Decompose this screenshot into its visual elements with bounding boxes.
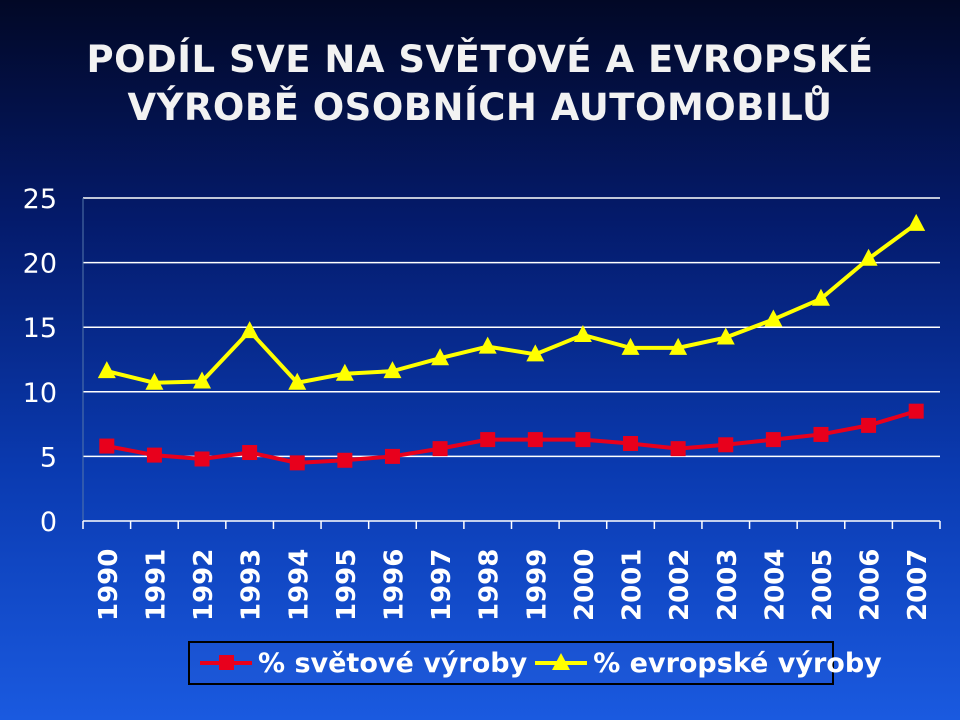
legend-label-world: % světové výroby — [258, 647, 528, 679]
x-tick-label: 1992 — [189, 549, 219, 621]
x-tick-label: 1996 — [379, 549, 409, 621]
chart-title-line-2: VÝROBĚ OSOBNÍCH AUTOMOBILŮ — [127, 86, 833, 129]
data-point-square — [813, 426, 829, 442]
data-point-triangle — [764, 309, 783, 327]
data-point-triangle — [526, 344, 545, 362]
data-point-square — [480, 432, 496, 448]
data-point-square — [527, 432, 543, 448]
x-tick-label: 2003 — [713, 549, 743, 621]
data-point-triangle — [431, 348, 450, 366]
data-point-square — [337, 452, 353, 468]
data-point-square — [623, 435, 639, 451]
series-line-1 — [106, 409, 917, 465]
x-tick-label: 1999 — [522, 549, 552, 621]
data-point-triangle — [193, 371, 212, 389]
x-tick-label: 2000 — [570, 549, 600, 621]
x-tick-label: 1998 — [475, 549, 505, 621]
x-tick-label: 2001 — [618, 549, 648, 621]
y-tick-label: 0 — [40, 507, 57, 538]
data-point-triangle — [573, 324, 592, 342]
x-tick-label: 1990 — [94, 549, 124, 621]
x-tick-label: 1997 — [427, 549, 457, 621]
series-line-2 — [106, 222, 918, 385]
data-point-triangle — [907, 213, 926, 231]
data-point-square — [146, 447, 162, 463]
chart-title-line-1: PODÍL SVE NA SVĚTOVÉ A EVROPSKÉ — [86, 38, 874, 81]
y-tick-label: 10 — [23, 378, 57, 409]
data-point-triangle — [383, 361, 402, 379]
data-point-square — [432, 441, 448, 457]
data-point-triangle — [288, 372, 307, 390]
y-tick-label: 5 — [40, 442, 57, 473]
x-tick-label: 2007 — [903, 549, 933, 621]
legend-triangle-marker-icon — [535, 653, 588, 670]
x-tick-label: 2005 — [808, 549, 838, 621]
data-point-square — [242, 445, 258, 461]
data-point-triangle — [669, 337, 688, 355]
data-point-square — [718, 437, 734, 453]
data-point-square — [384, 448, 400, 464]
data-point-triangle — [478, 336, 497, 354]
data-point-square — [908, 403, 924, 419]
data-point-triangle — [621, 337, 640, 355]
data-point-square — [289, 455, 305, 471]
data-point-triangle — [811, 288, 830, 306]
x-tick-label: 2004 — [760, 549, 790, 621]
legend-label-europe: % evropské výroby — [593, 647, 882, 679]
data-point-square — [765, 432, 781, 448]
legend-item-europe: % evropské výroby — [533, 648, 882, 679]
x-tick-label: 1993 — [237, 549, 267, 621]
x-tick-label: 2002 — [665, 549, 695, 621]
chart-legend: % světové výroby % evropské výroby — [188, 641, 882, 685]
data-point-triangle — [335, 363, 354, 381]
data-point-triangle — [145, 372, 164, 390]
data-point-square — [575, 432, 591, 448]
data-point-triangle — [859, 248, 878, 266]
x-tick-label: 2006 — [856, 549, 886, 621]
x-tick-label: 1991 — [141, 549, 171, 621]
data-point-triangle — [716, 327, 735, 345]
data-point-triangle — [97, 361, 116, 379]
data-point-square — [670, 441, 686, 457]
x-tick-label: 1994 — [284, 549, 314, 621]
data-point-square — [861, 417, 877, 433]
y-tick-label: 25 — [23, 184, 57, 215]
y-tick-label: 20 — [23, 249, 57, 280]
x-tick-label: 1995 — [332, 549, 362, 621]
data-point-square — [99, 438, 115, 454]
legend-item-world: % světové výroby — [198, 648, 527, 679]
data-point-triangle — [240, 321, 259, 339]
y-tick-label: 15 — [23, 313, 57, 344]
data-point-square — [194, 451, 210, 467]
legend-square-marker-icon — [200, 655, 252, 670]
chart-title: PODÍL SVE NA SVĚTOVÉ A EVROPSKÉ VÝROBĚ O… — [0, 36, 960, 132]
